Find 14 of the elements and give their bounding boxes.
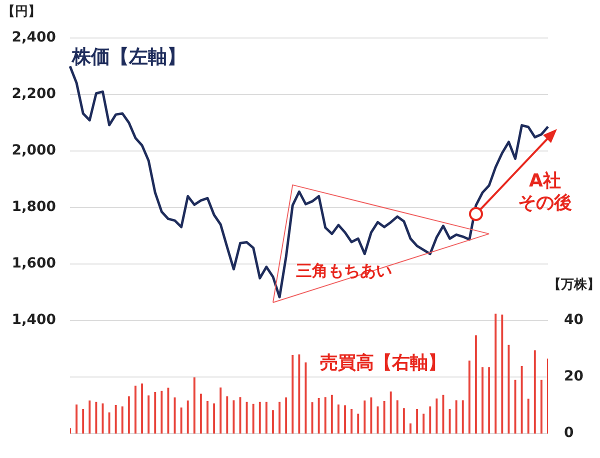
y2-tick-label: 0	[564, 425, 574, 442]
y-tick-label: 1,800	[12, 199, 56, 216]
y-tick-label: 1,600	[12, 256, 56, 272]
y-tick-label: 1,400	[12, 312, 56, 328]
y-axis-title: 【円】	[2, 3, 41, 20]
y2-tick-label: 20	[564, 368, 584, 385]
y-tick-label: 2,400	[12, 30, 56, 46]
annotation: 売買高【右軸】	[320, 352, 446, 374]
annotation: 株価【左軸】	[71, 46, 186, 68]
y-tick-label: 2,000	[12, 142, 56, 159]
y2-tick-label: 40	[564, 312, 584, 328]
annotation: A社その後	[518, 170, 572, 214]
y-tick-label: 2,200	[12, 86, 56, 102]
y2-axis-title: 【万株】	[548, 276, 600, 292]
